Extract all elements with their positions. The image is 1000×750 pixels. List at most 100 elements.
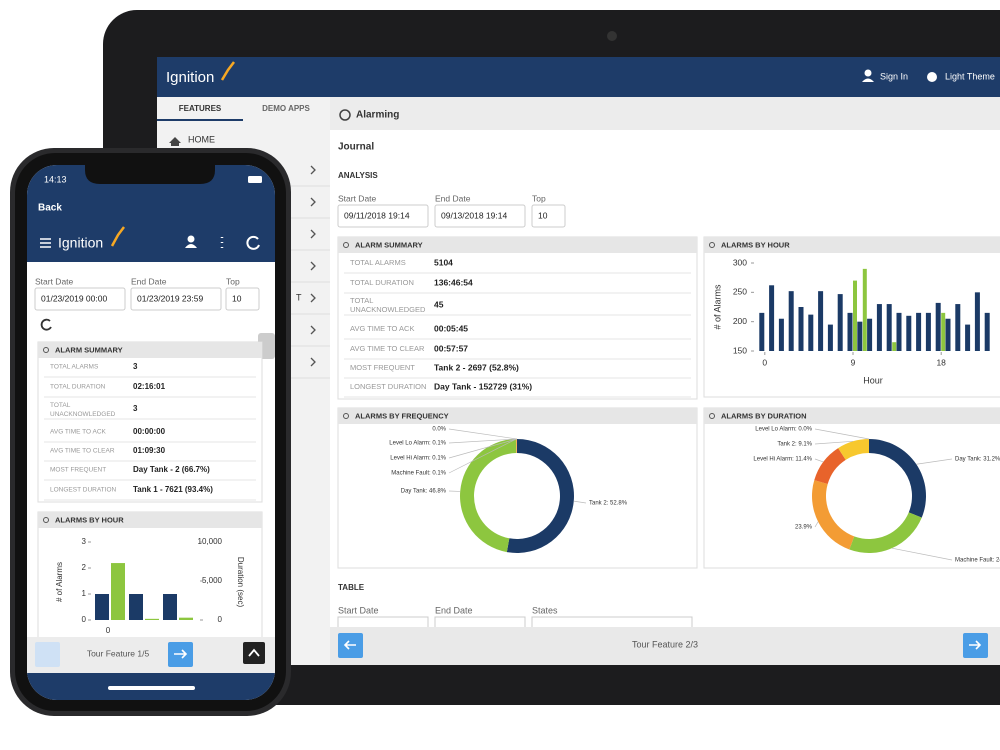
slice-label: Machine Fault: 24.4% bbox=[955, 558, 1000, 564]
nav-item[interactable]: HOME bbox=[188, 134, 215, 144]
slice-label: Day Tank: 31.2% bbox=[955, 457, 1000, 463]
x-tick-label: 0 bbox=[762, 357, 767, 367]
bar bbox=[896, 312, 902, 351]
user-icon-body[interactable] bbox=[862, 78, 874, 83]
y-tick-label: 0 bbox=[82, 615, 87, 624]
user-icon-body bbox=[185, 244, 197, 248]
bar bbox=[945, 318, 951, 351]
input-value: 01/23/2019 23:59 bbox=[137, 293, 203, 303]
slice-label: Level Hi Alarm: 11.4% bbox=[753, 457, 812, 463]
panel-title: ALARM SUMMARY bbox=[355, 240, 423, 249]
leader-line bbox=[448, 438, 517, 444]
bar bbox=[769, 285, 775, 351]
theme-icon[interactable] bbox=[927, 72, 937, 82]
panel-title: ALARM SUMMARY bbox=[55, 345, 123, 354]
donut-slice bbox=[849, 512, 922, 553]
row-label-line: TOTAL bbox=[350, 296, 375, 305]
donut-slice bbox=[515, 439, 517, 454]
tab-underline bbox=[157, 119, 243, 121]
row-label: AVG TIME TO CLEAR bbox=[50, 448, 115, 455]
leader-line bbox=[448, 438, 517, 459]
bar bbox=[857, 321, 863, 351]
bar bbox=[925, 312, 931, 351]
chevron bbox=[310, 261, 316, 271]
tab[interactable]: DEMO APPS bbox=[262, 104, 310, 113]
panel bbox=[37, 341, 263, 503]
scroll-top-button[interactable] bbox=[243, 642, 265, 664]
slice-label: Tank 2: 52.8% bbox=[589, 501, 628, 507]
panel-icon bbox=[709, 242, 715, 248]
input[interactable] bbox=[130, 287, 222, 311]
alarm-icon bbox=[339, 109, 351, 121]
bar bbox=[778, 318, 784, 351]
input[interactable] bbox=[34, 287, 126, 311]
field-label: Top bbox=[226, 276, 240, 286]
leader-line bbox=[814, 440, 853, 445]
input-value: 10 bbox=[232, 293, 242, 303]
home-icon bbox=[169, 137, 181, 146]
row-value: Day Tank - 152729 (31%) bbox=[434, 381, 532, 391]
leader-line bbox=[814, 521, 819, 528]
brand-mark bbox=[220, 61, 235, 81]
chevron bbox=[310, 293, 316, 303]
panel bbox=[337, 236, 698, 400]
sign-in[interactable]: Sign In bbox=[880, 71, 908, 81]
bar bbox=[818, 291, 824, 351]
slice-label: 0.0% bbox=[432, 427, 446, 433]
refresh-icon[interactable] bbox=[246, 235, 260, 250]
donut-slice bbox=[838, 439, 869, 460]
bar bbox=[876, 304, 882, 351]
bar bbox=[788, 291, 794, 351]
phone-screen: 14:13 Back Ignition Start Date 01/23/2019… bbox=[27, 165, 275, 700]
input[interactable] bbox=[225, 287, 260, 311]
y2-axis-label: Duration (sec) bbox=[236, 557, 245, 608]
row-label: MOST FREQUENT bbox=[350, 363, 415, 372]
row-label: TOTAL UNACKNOWLEDGED bbox=[50, 402, 116, 418]
tablet-camera bbox=[607, 31, 617, 41]
bar bbox=[95, 594, 109, 620]
menu-icon[interactable] bbox=[40, 238, 51, 248]
row-label: TOTAL DURATION bbox=[350, 278, 414, 287]
panel-icon bbox=[43, 347, 49, 353]
tab[interactable]: FEATURES bbox=[179, 104, 222, 113]
nav-item[interactable]: T bbox=[296, 292, 302, 302]
input[interactable] bbox=[531, 204, 566, 228]
header-bar bbox=[157, 57, 1000, 97]
notch bbox=[85, 165, 215, 184]
y-tick-label: 1 bbox=[82, 589, 87, 598]
user-icon[interactable] bbox=[187, 235, 195, 243]
slice-label: Machine Fault: 0.1% bbox=[391, 471, 446, 477]
row-label: LONGEST DURATION bbox=[50, 487, 117, 494]
status-time: 14:13 bbox=[44, 174, 67, 184]
row-label: AVG TIME TO ACK bbox=[50, 429, 107, 436]
arrow bbox=[248, 648, 260, 657]
footer-bar bbox=[27, 637, 275, 673]
back-link[interactable]: Back bbox=[38, 203, 62, 214]
row-value: 3 bbox=[133, 362, 138, 371]
row-value: 02:16:01 bbox=[133, 382, 166, 391]
bar bbox=[798, 307, 804, 351]
section-title: Journal bbox=[338, 142, 374, 153]
refresh-icon[interactable] bbox=[40, 318, 52, 331]
x-axis-label: Hour bbox=[863, 375, 883, 385]
row-label: TOTAL ALARMS bbox=[350, 258, 406, 267]
donut-slice bbox=[869, 439, 927, 518]
bar bbox=[163, 594, 177, 620]
row-label: TOTAL ALARMS bbox=[50, 364, 99, 371]
row-value: 3 bbox=[133, 404, 138, 413]
theme-toggle[interactable]: Light Theme bbox=[945, 71, 995, 81]
x-tick-label: 9 bbox=[851, 357, 856, 367]
y2-tick-label: 5,000 bbox=[202, 576, 223, 585]
input[interactable] bbox=[434, 204, 526, 228]
leader-line bbox=[891, 547, 953, 561]
tour-label: Tour Feature 1/5 bbox=[87, 648, 150, 658]
input[interactable] bbox=[337, 204, 429, 228]
row-value: 45 bbox=[434, 299, 444, 309]
row-value: 00:05:45 bbox=[434, 323, 468, 333]
row-label: AVG TIME TO CLEAR bbox=[350, 344, 425, 353]
prev-button[interactable] bbox=[35, 642, 60, 667]
row-label-line: TOTAL bbox=[50, 402, 72, 409]
y-tick-label: 250 bbox=[733, 287, 747, 297]
donut-slice bbox=[460, 439, 517, 553]
row-label: AVG TIME TO ACK bbox=[350, 324, 414, 333]
